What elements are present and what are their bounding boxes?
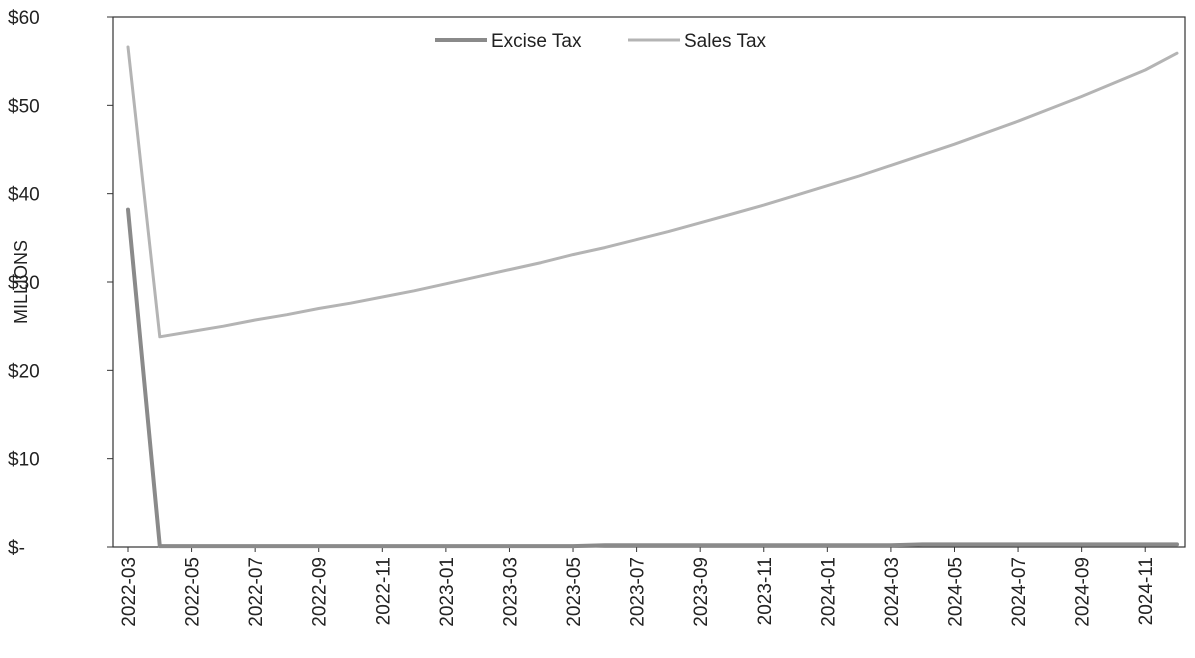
x-tick-label: 2024-11 <box>1136 557 1157 625</box>
y-tick-label: $10 <box>8 450 40 471</box>
x-tick-label: 2022-03 <box>119 557 140 627</box>
y-tick-label: $30 <box>8 273 40 294</box>
legend-label-excise-tax: Excise Tax <box>491 31 582 52</box>
x-tick-label: 2023-03 <box>500 557 521 627</box>
series-line-sales-tax <box>126 45 1179 339</box>
x-tick-label: 2024-07 <box>1009 557 1030 627</box>
x-tick-label: 2024-05 <box>945 557 966 627</box>
y-tick-label: $40 <box>8 185 40 206</box>
x-tick-label: 2024-03 <box>882 557 903 627</box>
y-tick-label: $20 <box>8 361 40 382</box>
x-tick-label: 2022-11 <box>373 557 394 625</box>
x-tick-label: 2023-05 <box>564 557 585 627</box>
y-tick-labels: $- $10 $20 $30 $40 $50 $60 <box>8 8 113 559</box>
y-tick-label: $50 <box>8 96 40 117</box>
x-tick-label: 2023-11 <box>755 557 776 625</box>
x-tick-label: 2022-05 <box>183 557 204 627</box>
plot-area-frame <box>112 16 1186 548</box>
x-tick-label: 2022-07 <box>246 557 267 627</box>
x-tick-label: 2024-09 <box>1073 557 1094 627</box>
x-tick-label: 2024-01 <box>818 557 839 627</box>
series-lines <box>126 45 1179 549</box>
y-tick-label: $60 <box>8 8 40 29</box>
x-tick-label: 2023-09 <box>691 557 712 627</box>
series-line-excise-tax <box>126 207 1179 549</box>
x-tick-label: 2023-07 <box>628 557 649 627</box>
y-tick-label: $- <box>8 538 25 559</box>
y-axis-title: MILLIONS <box>11 240 31 324</box>
x-tick-label: 2022-09 <box>310 557 331 627</box>
x-tick-label: 2023-01 <box>437 557 458 627</box>
x-tick-labels: 2022-03 2022-05 2022-07 2022-09 2022-11 2023-… <box>119 547 1157 627</box>
legend: Excise Tax Sales Tax <box>435 31 767 52</box>
legend-label-sales-tax: Sales Tax <box>684 31 767 52</box>
